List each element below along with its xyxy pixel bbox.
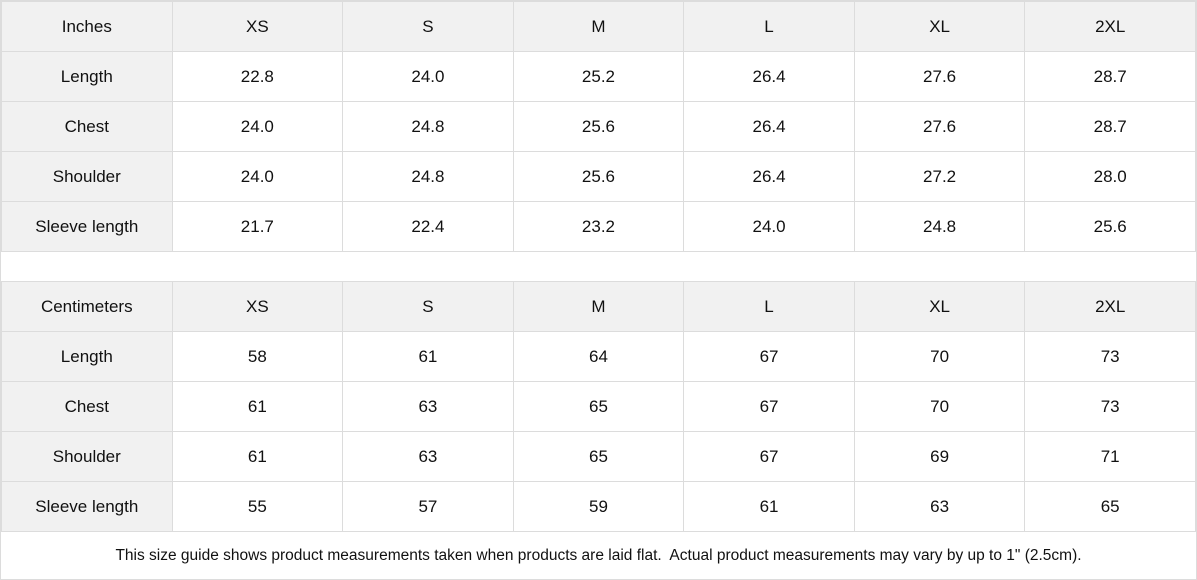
size-column-header-l: L xyxy=(683,1,855,52)
table-row-shoulder: Shoulder 61 63 65 67 69 71 xyxy=(1,431,1196,482)
measurement-cell: 61 xyxy=(342,331,514,382)
measurement-cell: 67 xyxy=(683,431,855,482)
row-label-shoulder: Shoulder xyxy=(1,151,173,202)
size-guide-note: This size guide shows product measuremen… xyxy=(1,532,1196,579)
measurement-cell: 24.8 xyxy=(853,201,1026,252)
measurement-cell: 65 xyxy=(1024,481,1196,532)
row-label-length: Length xyxy=(1,51,173,102)
measurement-cell: 65 xyxy=(512,381,685,432)
measurement-cell: 55 xyxy=(171,481,344,532)
measurement-cell: 24.0 xyxy=(683,201,855,252)
measurement-cell: 71 xyxy=(1024,431,1196,482)
table-spacer xyxy=(1,252,1196,281)
measurement-cell: 67 xyxy=(683,331,855,382)
measurement-cell: 73 xyxy=(1024,381,1196,432)
measurement-cell: 24.0 xyxy=(171,101,344,152)
size-column-header-s: S xyxy=(342,281,514,332)
measurement-cell: 61 xyxy=(171,381,344,432)
measurement-cell: 24.8 xyxy=(342,101,514,152)
table-row-shoulder: Shoulder 24.0 24.8 25.6 26.4 27.2 28.0 xyxy=(1,151,1196,202)
measurement-cell: 64 xyxy=(512,331,685,382)
measurement-cell: 27.6 xyxy=(853,101,1026,152)
inches-header-row: Inches XS S M L XL 2XL xyxy=(1,1,1196,52)
size-column-header-2xl: 2XL xyxy=(1024,281,1196,332)
measurement-cell: 28.7 xyxy=(1024,51,1196,102)
measurement-cell: 70 xyxy=(853,331,1026,382)
size-column-header-s: S xyxy=(342,1,514,52)
size-column-header-xs: XS xyxy=(171,1,344,52)
table-row-length: Length 22.8 24.0 25.2 26.4 27.6 28.7 xyxy=(1,51,1196,102)
measurement-cell: 26.4 xyxy=(683,151,855,202)
measurement-cell: 28.0 xyxy=(1024,151,1196,202)
measurement-cell: 24.0 xyxy=(342,51,514,102)
table-row-chest: Chest 24.0 24.8 25.6 26.4 27.6 28.7 xyxy=(1,101,1196,152)
measurement-cell: 57 xyxy=(342,481,514,532)
measurement-cell: 73 xyxy=(1024,331,1196,382)
table-row-sleeve-length: Sleeve length 55 57 59 61 63 65 xyxy=(1,481,1196,532)
row-label-chest: Chest xyxy=(1,381,173,432)
measurement-cell: 21.7 xyxy=(171,201,344,252)
size-column-header-xl: XL xyxy=(853,281,1026,332)
measurement-cell: 69 xyxy=(853,431,1026,482)
table-row-sleeve-length: Sleeve length 21.7 22.4 23.2 24.0 24.8 2… xyxy=(1,201,1196,252)
measurement-cell: 61 xyxy=(683,481,855,532)
measurement-cell: 58 xyxy=(171,331,344,382)
row-label-shoulder: Shoulder xyxy=(1,431,173,482)
measurement-cell: 61 xyxy=(171,431,344,482)
row-label-length: Length xyxy=(1,331,173,382)
measurement-cell: 59 xyxy=(512,481,685,532)
table-row-length: Length 58 61 64 67 70 73 xyxy=(1,331,1196,382)
row-label-chest: Chest xyxy=(1,101,173,152)
measurement-cell: 25.6 xyxy=(512,101,685,152)
size-column-header-l: L xyxy=(683,281,855,332)
unit-label-centimeters: Centimeters xyxy=(1,281,173,332)
centimeters-header-row: Centimeters XS S M L XL 2XL xyxy=(1,281,1196,332)
measurement-cell: 65 xyxy=(512,431,685,482)
measurement-cell: 25.2 xyxy=(512,51,685,102)
measurement-cell: 67 xyxy=(683,381,855,432)
measurement-cell: 24.0 xyxy=(171,151,344,202)
measurement-cell: 63 xyxy=(342,381,514,432)
size-column-header-2xl: 2XL xyxy=(1024,1,1196,52)
measurement-cell: 70 xyxy=(853,381,1026,432)
centimeters-size-table: Centimeters XS S M L XL 2XL Length 58 61… xyxy=(1,281,1196,532)
size-column-header-m: M xyxy=(512,281,685,332)
measurement-cell: 27.6 xyxy=(853,51,1026,102)
row-label-sleeve-length: Sleeve length xyxy=(1,481,173,532)
measurement-cell: 63 xyxy=(853,481,1026,532)
measurement-cell: 25.6 xyxy=(512,151,685,202)
measurement-cell: 27.2 xyxy=(853,151,1026,202)
inches-size-table: Inches XS S M L XL 2XL Length 22.8 24.0 … xyxy=(1,1,1196,252)
measurement-cell: 28.7 xyxy=(1024,101,1196,152)
row-label-sleeve-length: Sleeve length xyxy=(1,201,173,252)
size-column-header-xl: XL xyxy=(853,1,1026,52)
measurement-cell: 26.4 xyxy=(683,101,855,152)
measurement-cell: 25.6 xyxy=(1024,201,1196,252)
measurement-cell: 24.8 xyxy=(342,151,514,202)
measurement-cell: 23.2 xyxy=(512,201,685,252)
unit-label-inches: Inches xyxy=(1,1,173,52)
measurement-cell: 22.8 xyxy=(171,51,344,102)
size-column-header-xs: XS xyxy=(171,281,344,332)
measurement-cell: 63 xyxy=(342,431,514,482)
table-row-chest: Chest 61 63 65 67 70 73 xyxy=(1,381,1196,432)
size-column-header-m: M xyxy=(512,1,685,52)
measurement-cell: 26.4 xyxy=(683,51,855,102)
measurement-cell: 22.4 xyxy=(342,201,514,252)
